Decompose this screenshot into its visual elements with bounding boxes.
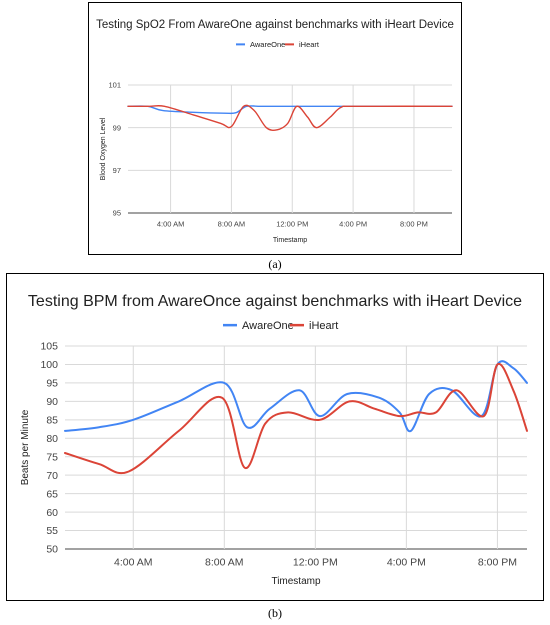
bpm-ytick-label-60: 60 [46,507,58,519]
spo2-ytick-label-101: 101 [108,81,121,90]
spo2-ytick-label-95: 95 [113,209,121,218]
chart-panel-spo2: Testing SpO2 From AwareOne against bench… [88,2,462,255]
spo2-xtick-label-1: 8:00 AM [218,220,246,229]
spo2-ytick-label-97: 97 [113,166,121,175]
bpm-ytick-label-85: 85 [46,414,58,426]
bpm-xtick-label-4: 8:00 PM [478,557,517,569]
bpm-ytick-label-80: 80 [46,433,58,445]
bpm-legend-label-1: iHeart [309,320,338,332]
bpm-xtick-label-3: 4:00 PM [387,557,426,569]
bpm-series-line-awareone [64,360,528,433]
spo2-xtick-label-4: 8:00 PM [400,220,428,229]
spo2-xtick-label-2: 12:00 PM [276,220,308,229]
bpm-series-line-iheart [64,362,528,475]
bpm-legend-label-0: AwareOne [242,320,294,332]
bpm-ytick-label-75: 75 [46,451,58,463]
bpm-y-axis-title: Beats per Minute [20,409,31,485]
bpm-x-axis-title: Timestamp [271,576,321,587]
caption-a: (a) [268,257,282,271]
bpm-xtick-label-2: 12:00 PM [293,557,338,569]
bpm-ytick-label-90: 90 [46,396,58,408]
spo2-xtick-label-3: 4:00 PM [339,220,367,229]
spo2-y-axis-title: Blood Oxygen Level [100,117,107,180]
bpm-ytick-label-50: 50 [46,544,58,556]
spo2-xtick-label-0: 4:00 AM [157,220,185,229]
spo2-series-line-iheart [127,104,453,131]
chart-panel-bpm: Testing BPM from AwareOnce against bench… [6,273,544,601]
spo2-chart: Testing SpO2 From AwareOne against bench… [96,19,454,244]
bpm-ytick-label-65: 65 [46,488,58,500]
spo2-ytick-label-99: 99 [113,123,121,132]
spo2-legend-label-0: AwareOne [250,40,285,49]
bpm-ytick-label-95: 95 [46,378,58,390]
bpm-ytick-label-70: 70 [46,470,58,482]
bpm-xtick-label-0: 4:00 AM [114,557,153,569]
bpm-ytick-label-55: 55 [46,525,58,537]
bpm-xtick-label-1: 8:00 AM [205,557,244,569]
bpm-chart: Testing BPM from AwareOnce against bench… [20,293,528,587]
spo2-chart-title: Testing SpO2 From AwareOne against bench… [96,19,454,31]
spo2-legend-label-1: iHeart [299,40,320,49]
bpm-chart-title: Testing BPM from AwareOnce against bench… [28,293,522,310]
spo2-x-axis-title: Timestamp [273,237,307,244]
bpm-ytick-label-100: 100 [40,359,58,371]
caption-b: (b) [268,606,282,620]
bpm-ytick-label-105: 105 [40,341,58,353]
